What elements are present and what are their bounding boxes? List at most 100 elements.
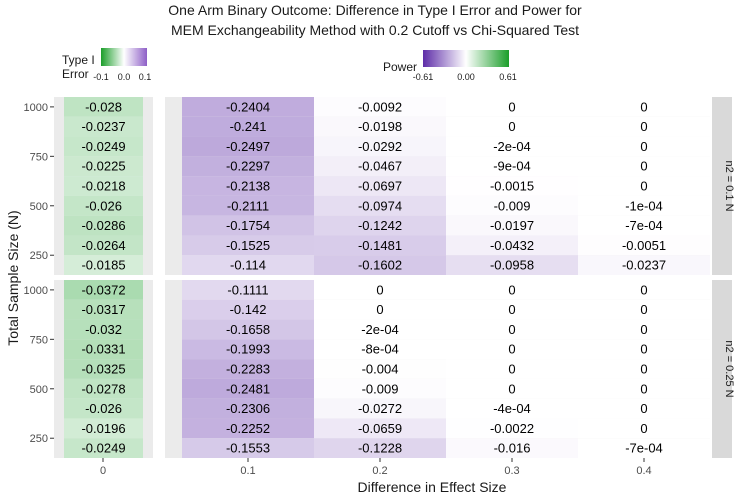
type1-cell-label: -0.0325: [81, 362, 125, 377]
power-cell: [446, 280, 578, 300]
power-cell-label: 0: [640, 119, 647, 134]
power-cell-label: 0: [640, 159, 647, 174]
power-cell: [446, 398, 578, 419]
power-cell-label: -0.1602: [358, 258, 402, 273]
type1-cell: [64, 156, 143, 177]
type1-cell-label: -0.0249: [81, 139, 125, 154]
type1-cell-label: -0.0331: [81, 342, 125, 357]
type1-cell-label: -0.0264: [81, 238, 125, 253]
power-cell-label: -0.0958: [490, 258, 534, 273]
type1-cell: [64, 116, 143, 137]
legend-type1-tick: -0.1: [93, 72, 109, 82]
power-cell-label: -0.2306: [226, 401, 270, 416]
x-tick-label: 0.4: [636, 465, 651, 477]
power-cell-label: -0.142: [230, 302, 267, 317]
power-cell-label: -0.0237: [622, 258, 666, 273]
type1-cell: [64, 195, 143, 216]
power-cell-label: -0.0697: [358, 179, 402, 194]
legend-power-title: Power: [383, 60, 417, 74]
power-cell-label: 0: [640, 302, 647, 317]
power-cell: [314, 195, 446, 216]
power-cell: [182, 156, 314, 177]
power-cell: [446, 97, 578, 117]
power-cell-label: -0.1481: [358, 238, 402, 253]
type1-cell-label: -0.0286: [81, 218, 125, 233]
power-cell: [578, 235, 710, 256]
power-cell-label: -0.0659: [358, 421, 402, 436]
facet-strip-label-top: n2 = 0.1 N: [723, 160, 735, 211]
power-cell: [446, 438, 578, 458]
y-tick-label: 500: [30, 201, 48, 213]
power-cell: [578, 359, 710, 379]
power-cell: [314, 97, 446, 117]
x-axis-ticks: 0 0.1 0.2 0.3 0.4: [100, 458, 652, 477]
type1-cell: [64, 438, 143, 458]
power-cell: [578, 398, 710, 419]
type1-cell: [64, 359, 143, 379]
power-cell-label: -0.2297: [226, 159, 270, 174]
power-cell-label: -0.0092: [358, 99, 402, 114]
power-cell-label: 0: [508, 99, 515, 114]
power-cell-label: -8e-04: [361, 342, 399, 357]
power-cell: [182, 359, 314, 379]
legend-type1-title-line-1: Type I: [62, 53, 95, 67]
power-cell: [314, 418, 446, 439]
power-cell: [578, 438, 710, 458]
x-tick-label: 0.3: [504, 465, 519, 477]
power-cell: [314, 215, 446, 236]
y-tick-label: 1000: [24, 285, 48, 297]
facet-strip-bottom: [712, 280, 732, 458]
power-cell: [314, 438, 446, 458]
power-cell: [182, 280, 314, 300]
power-cell: [578, 116, 710, 137]
power-cell-label: -0.1754: [226, 218, 270, 233]
power-cell-label: -0.2252: [226, 421, 270, 436]
power-cell-label: -4e-04: [493, 401, 531, 416]
power-cell: [578, 319, 710, 340]
power-cell-label: -2e-04: [493, 139, 531, 154]
power-cell: [446, 378, 578, 399]
power-cell-label: 0: [640, 139, 647, 154]
power-cell: [446, 319, 578, 340]
power-cell-label: 0: [508, 362, 515, 377]
power-cell-label: -0.2481: [226, 381, 270, 396]
power-cell: [314, 299, 446, 320]
legend-power-tick: 0.61: [499, 72, 517, 82]
power-cell-label: 0: [640, 322, 647, 337]
power-cell: [314, 255, 446, 275]
power-cell-label: -0.0198: [358, 119, 402, 134]
power-cell-label: 0: [376, 282, 383, 297]
power-cell-label: 0: [640, 282, 647, 297]
chart-title-line-2: MEM Exchangeability Method with 0.2 Cuto…: [171, 22, 579, 38]
x-axis-title: Difference in Effect Size: [358, 479, 507, 495]
chart-title-line-1: One Arm Binary Outcome: Difference in Ty…: [168, 2, 582, 18]
type1-cell-label: -0.026: [85, 198, 122, 213]
power-cell: [578, 195, 710, 216]
power-cell: [182, 255, 314, 275]
legend-type1-tick: 0.0: [118, 72, 131, 82]
power-cell-label: 0: [640, 381, 647, 396]
power-cell-label: 0: [376, 302, 383, 317]
power-cell-label: -0.1242: [358, 218, 402, 233]
power-cell: [314, 319, 446, 340]
power-cell: [446, 418, 578, 439]
power-cell: [182, 378, 314, 399]
power-cell: [182, 339, 314, 360]
power-cell-label: 0: [508, 322, 515, 337]
power-cell: [446, 116, 578, 137]
power-cell-label: -0.1993: [226, 342, 270, 357]
type1-cell-label: -0.0185: [81, 258, 125, 273]
power-cell: [446, 339, 578, 360]
type1-cell: [64, 398, 143, 419]
power-cell: [578, 176, 710, 196]
x-tick-label: 0.1: [240, 465, 255, 477]
y-tick-label: 1000: [24, 102, 48, 114]
power-cell-label: -0.0022: [490, 421, 534, 436]
power-cell: [314, 398, 446, 419]
type1-cell: [64, 176, 143, 196]
power-cell: [314, 176, 446, 196]
power-cell-label: -0.009: [494, 198, 531, 213]
power-cell-label: 0: [640, 99, 647, 114]
power-cell-label: -0.0467: [358, 159, 402, 174]
type1-cell: [64, 339, 143, 360]
